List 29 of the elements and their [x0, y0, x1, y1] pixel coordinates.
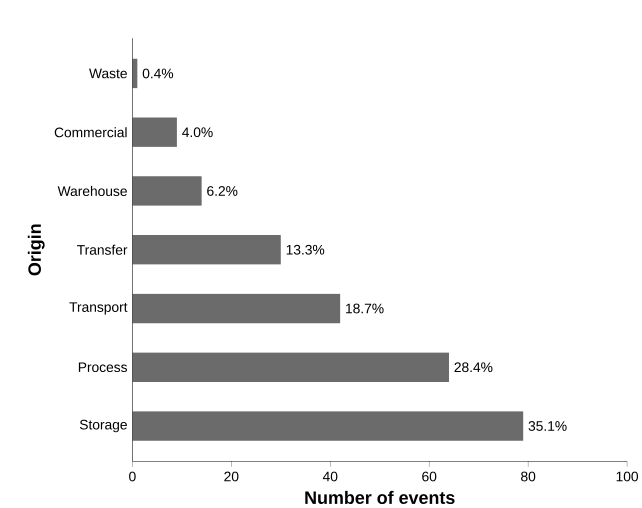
- y-tick-label: Process: [78, 362, 128, 372]
- x-axis-title: Number of events: [305, 491, 455, 504]
- y-tick-label: Commercial: [54, 127, 127, 138]
- annotation: 28.4%: [454, 362, 492, 372]
- x-tick-label: 100: [616, 472, 638, 482]
- bar: [132, 176, 202, 206]
- y-tick-label: Waste: [89, 68, 127, 78]
- bar: [132, 352, 449, 382]
- y-tick-label: Transfer: [77, 244, 128, 255]
- x-tick-label: 0: [129, 472, 136, 482]
- bar: [132, 58, 138, 88]
- x-tick-label: 80: [521, 472, 536, 482]
- y-tick-label: Storage: [80, 420, 127, 432]
- annotation: 4.0%: [182, 128, 213, 138]
- annotation: 13.3%: [286, 245, 324, 255]
- bar: [132, 412, 524, 441]
- bar: [132, 118, 177, 148]
- x-tick-label: 60: [422, 472, 436, 482]
- y-tick-label: Transport: [69, 302, 128, 315]
- y-axis-title: Origin: [28, 224, 45, 276]
- y-tick-label: Warehouse: [58, 186, 127, 196]
- bar: [132, 235, 281, 265]
- annotation: 6.2%: [207, 186, 238, 196]
- annotation: 35.1%: [528, 421, 567, 432]
- annotation: 18.7%: [346, 304, 384, 314]
- bar: [132, 294, 340, 324]
- x-tick-label: 20: [224, 472, 238, 482]
- annotation: 0.4%: [142, 68, 174, 79]
- x-tick-label: 40: [322, 472, 338, 482]
